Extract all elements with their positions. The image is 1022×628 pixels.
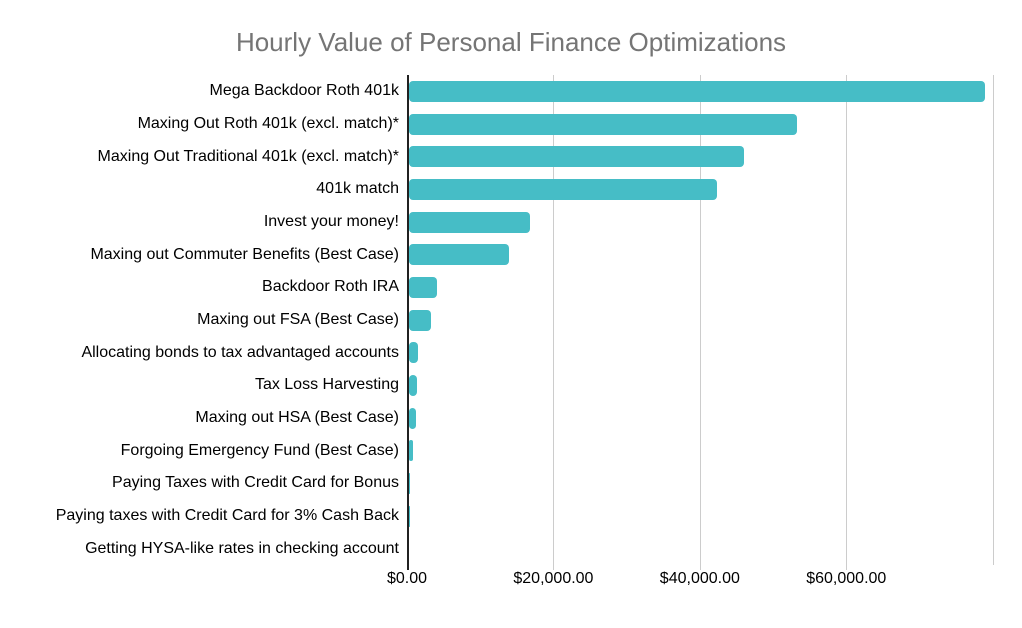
x-tick-label: $0.00 <box>386 570 428 587</box>
x-tick-label: $60,000.00 <box>806 570 887 587</box>
bar <box>409 113 797 135</box>
category-label: Invest your money! <box>263 212 399 230</box>
x-tick-mark <box>699 565 701 570</box>
x-tick-mark <box>553 565 555 570</box>
bar <box>409 472 410 494</box>
category-label: Backdoor Roth IRA <box>262 278 399 296</box>
category-label: Maxing Out Traditional 401k (excl. match… <box>97 147 399 165</box>
bar <box>409 309 432 331</box>
category-label: Maxing out FSA (Best Case) <box>197 310 399 328</box>
bar <box>409 244 509 266</box>
category-label: Forgoing Emergency Fund (Best Case) <box>120 441 399 459</box>
bar <box>409 178 718 200</box>
bar <box>409 276 438 298</box>
gridline-60000 <box>846 75 848 565</box>
bar <box>409 505 410 527</box>
gridline-20000 <box>553 75 555 565</box>
x-tick-label: $40,000.00 <box>659 570 740 587</box>
bar <box>409 80 986 102</box>
category-label: Paying taxes with Credit Card for 3% Cas… <box>55 506 399 524</box>
bar <box>409 342 419 364</box>
chart-title: Hourly Value of Personal Finance Optimiz… <box>235 27 787 57</box>
category-label: Allocating bonds to tax advantaged accou… <box>81 343 399 361</box>
category-label: Tax Loss Harvesting <box>254 376 399 394</box>
x-tick-mark <box>846 565 848 570</box>
category-label: Paying Taxes with Credit Card for Bonus <box>112 474 399 492</box>
plot-area <box>407 75 1022 570</box>
gridline-80000 <box>992 75 994 565</box>
x-tick-label: $20,000.00 <box>513 570 594 587</box>
bar <box>409 211 530 233</box>
bar <box>409 407 416 429</box>
category-label: 401k match <box>316 180 399 198</box>
category-label: Maxing Out Roth 401k (excl. match)* <box>137 114 399 132</box>
y-axis-baseline <box>407 75 409 570</box>
bar <box>409 440 414 462</box>
category-label: Getting HYSA-like rates in checking acco… <box>85 539 399 557</box>
category-label: Mega Backdoor Roth 401k <box>209 82 399 100</box>
gridline-40000 <box>699 75 701 565</box>
bar <box>409 374 417 396</box>
category-label: Maxing out HSA (Best Case) <box>195 408 399 426</box>
bar <box>409 146 744 168</box>
category-label: Maxing out Commuter Benefits (Best Case) <box>90 245 399 263</box>
